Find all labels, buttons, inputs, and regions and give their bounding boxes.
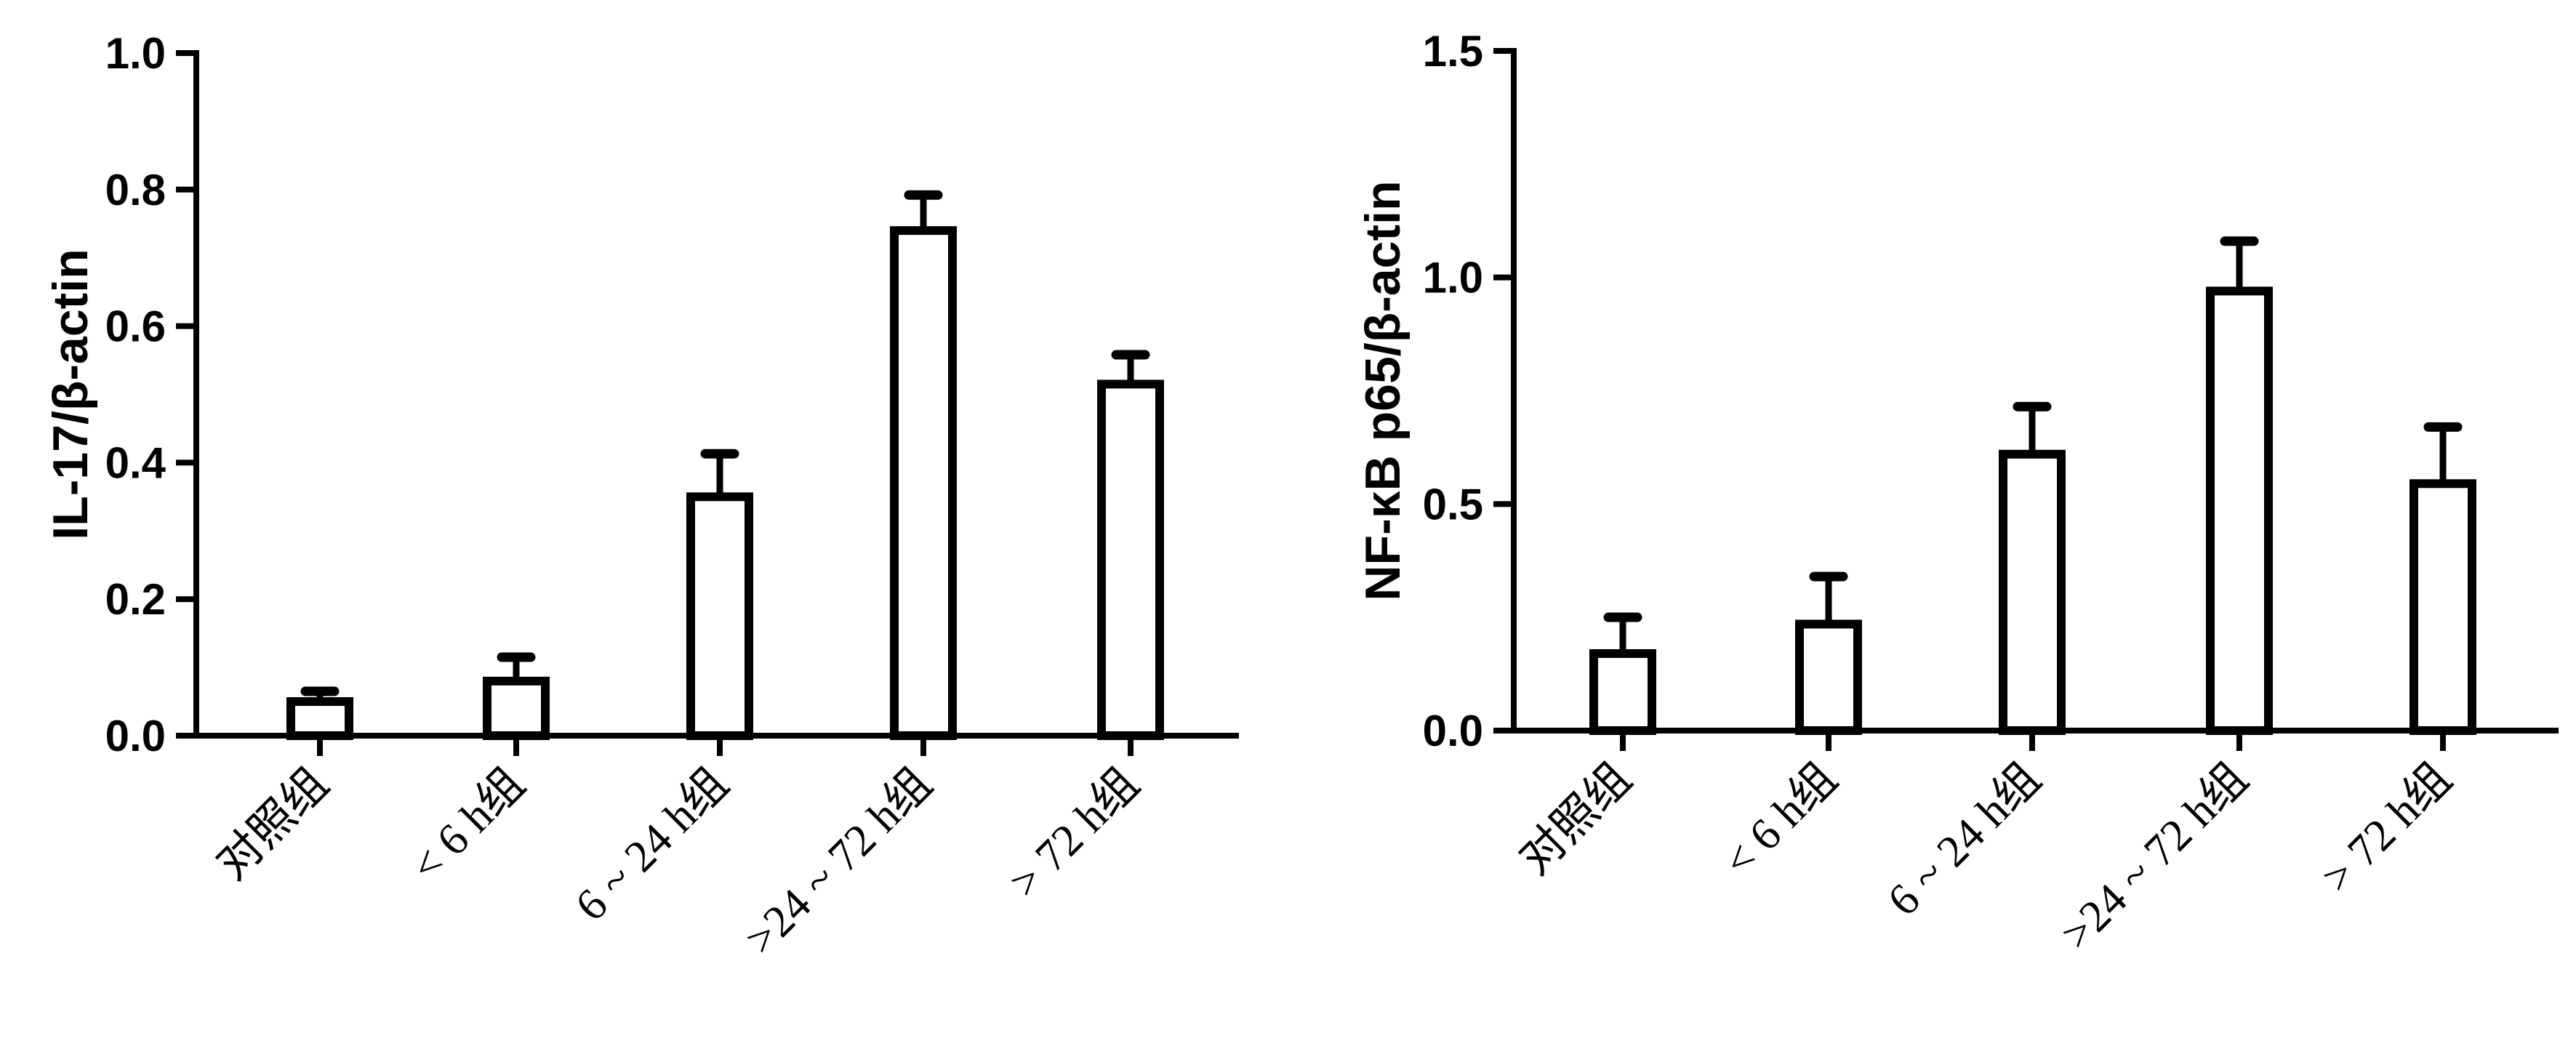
bar (890, 226, 957, 740)
y-tick-label: 1.5 (1423, 27, 1483, 76)
x-tick-label: > 72 h组 (1000, 759, 1149, 907)
x-tick-label: 6 ~ 24 h组 (1879, 754, 2050, 925)
x-tick-label: >24 ~ 72 h组 (2052, 754, 2258, 960)
x-tick-label: 6 ~ 24 h组 (566, 759, 738, 931)
y-axis-label: IL-17/β-actin (43, 249, 98, 539)
chart-il17: 0.0 0.2 0.4 0.6 0.8 1.0 IL-17/β-actin 对照组 < 6 h组… (43, 29, 1239, 965)
bar (1999, 449, 2066, 735)
bar (686, 492, 753, 740)
chart-nfkb-p65: 0.0 0.5 1.0 1.5 NF-κB p65/β-actin 对照组 < 6 h组 6 … (1355, 27, 2559, 960)
x-tick-label: 对照组 (1510, 754, 1641, 885)
bar (2410, 479, 2476, 735)
y-tick-label: 0.8 (105, 166, 166, 214)
x-tick-label: < 6 h组 (401, 759, 534, 891)
y-tick-label: 0.5 (1423, 480, 1483, 528)
bar (2206, 286, 2273, 736)
y-tick-label: 0.4 (105, 438, 166, 487)
y-tick-label: 0.0 (1423, 707, 1483, 755)
y-tick-label: 0.6 (105, 302, 166, 351)
bar (1589, 649, 1656, 735)
x-tick-label: < 6 h组 (1714, 754, 1846, 886)
bar (1795, 619, 1862, 735)
y-tick-label: 0.2 (105, 575, 166, 624)
bar (286, 697, 353, 740)
x-tick-label: 对照组 (207, 759, 338, 890)
x-tick-label: >24 ~ 72 h组 (736, 759, 942, 965)
x-tick-label: > 72 h组 (2313, 754, 2461, 902)
bar (1097, 379, 1164, 740)
y-tick-label: 1.0 (1423, 254, 1483, 302)
y-tick-label: 1.0 (105, 29, 166, 78)
y-tick-label: 0.0 (105, 712, 166, 760)
y-axis-label: NF-κB p65/β-actin (1355, 180, 1411, 600)
bar (483, 676, 550, 741)
